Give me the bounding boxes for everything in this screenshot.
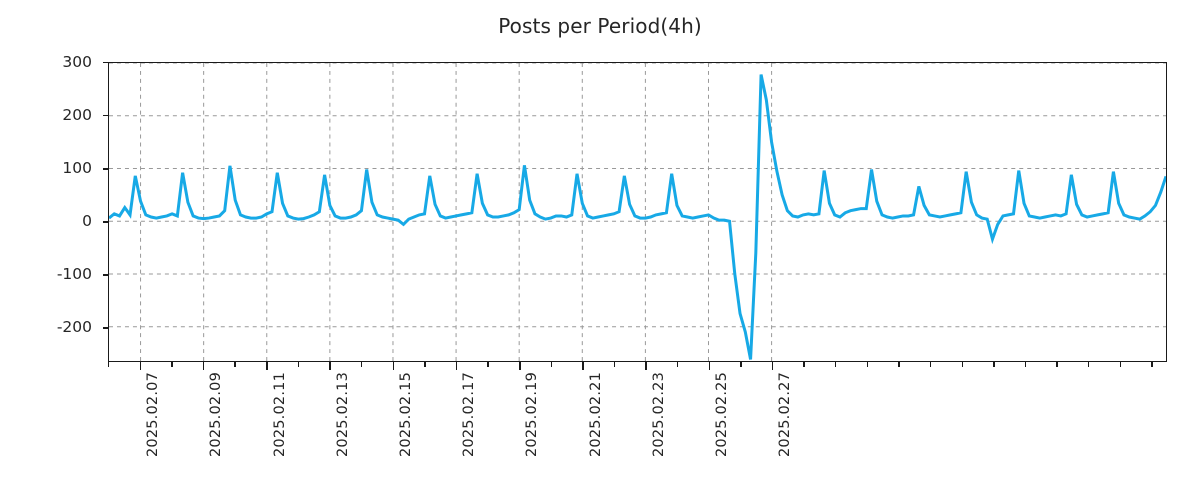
plot-svg (109, 63, 1166, 361)
x-axis-tick-label: 2025.02.23 (650, 372, 667, 458)
x-axis-tick-label: 2025.02.13 (334, 372, 351, 458)
x-axis-tick-label: 2025.02.07 (145, 372, 162, 458)
x-axis-major-tick-mark (329, 362, 331, 370)
x-axis-minor-tick-mark (1151, 362, 1153, 367)
x-axis-minor-tick-mark (613, 362, 616, 367)
x-axis-major-tick-mark (582, 362, 584, 370)
x-axis-major-tick-mark (771, 362, 774, 370)
y-axis-tick-label: 200 (62, 106, 92, 125)
y-axis-tick-mark (103, 327, 108, 329)
x-axis-minor-tick-mark (360, 362, 363, 367)
y-axis-tick-mark (103, 168, 108, 170)
x-axis-major-tick-mark (392, 362, 395, 370)
x-axis-minor-tick-mark (234, 362, 236, 367)
x-axis-tick-label: 2025.02.27 (777, 372, 794, 458)
x-axis-minor-tick-mark (740, 362, 742, 367)
x-axis-minor-tick-mark (898, 362, 900, 367)
x-axis-tick-label: 2025.02.15 (398, 372, 414, 458)
y-axis-tick-labels: 300 200 100 0 -100 -200 (0, 0, 100, 500)
x-axis-tick-label: 2025.02.21 (587, 372, 604, 458)
y-axis-tick-mark (103, 115, 108, 117)
x-axis-tick-label: 2025.02.11 (271, 372, 288, 458)
data-series-line (109, 75, 1166, 360)
x-axis-minor-tick-mark (803, 362, 805, 367)
x-axis-major-tick-mark (202, 362, 205, 370)
y-axis-tick-mark (103, 221, 108, 223)
x-axis-minor-tick-mark (171, 362, 173, 367)
x-axis-minor-tick-mark (993, 362, 995, 367)
x-axis-minor-tick-mark (961, 362, 963, 367)
x-axis-minor-tick-mark (1024, 362, 1027, 367)
x-axis-minor-tick-mark (108, 362, 110, 367)
x-axis-major-tick-mark (139, 362, 142, 370)
x-axis-minor-tick-mark (677, 362, 679, 367)
x-axis-major-tick-mark (708, 362, 711, 370)
x-axis-minor-tick-mark (1056, 362, 1058, 367)
x-axis-tick-label: 2025.02.09 (208, 372, 225, 458)
x-axis-major-tick-mark (266, 362, 268, 370)
x-axis-major-tick-mark (518, 362, 521, 370)
y-axis-tick-label: 300 (62, 53, 92, 71)
x-axis-minor-tick-mark (1087, 362, 1090, 367)
x-axis-tick-label: 2025.02.19 (524, 372, 541, 458)
y-axis-tick-label: 100 (62, 159, 92, 178)
x-axis-major-tick-mark (645, 362, 647, 370)
y-axis-tick-label: 0 (82, 212, 92, 231)
y-axis-tick-label: -200 (56, 318, 92, 337)
y-axis-tick-mark (103, 274, 108, 276)
x-axis-minor-tick-mark (929, 362, 932, 367)
y-axis-tick-mark (103, 62, 108, 64)
y-axis-tick-label: -100 (56, 265, 92, 284)
x-axis-minor-tick-mark (1119, 362, 1121, 367)
x-axis-minor-tick-mark (424, 362, 426, 367)
x-axis-minor-tick-mark (487, 362, 489, 367)
x-axis-tick-label: 2025.02.25 (714, 372, 731, 458)
x-axis-tick-label: 2025.02.17 (461, 372, 478, 458)
plot-area (108, 62, 1167, 362)
x-axis-minor-tick-mark (866, 362, 869, 367)
chart-title: Posts per Period(4h) (498, 14, 702, 38)
grid-lines (109, 63, 1166, 361)
x-axis-minor-tick-mark (550, 362, 552, 367)
series-lines (109, 75, 1166, 360)
x-axis-minor-tick-mark (835, 362, 837, 367)
x-axis-minor-tick-mark (297, 362, 300, 367)
x-axis-major-tick-mark (455, 362, 458, 370)
